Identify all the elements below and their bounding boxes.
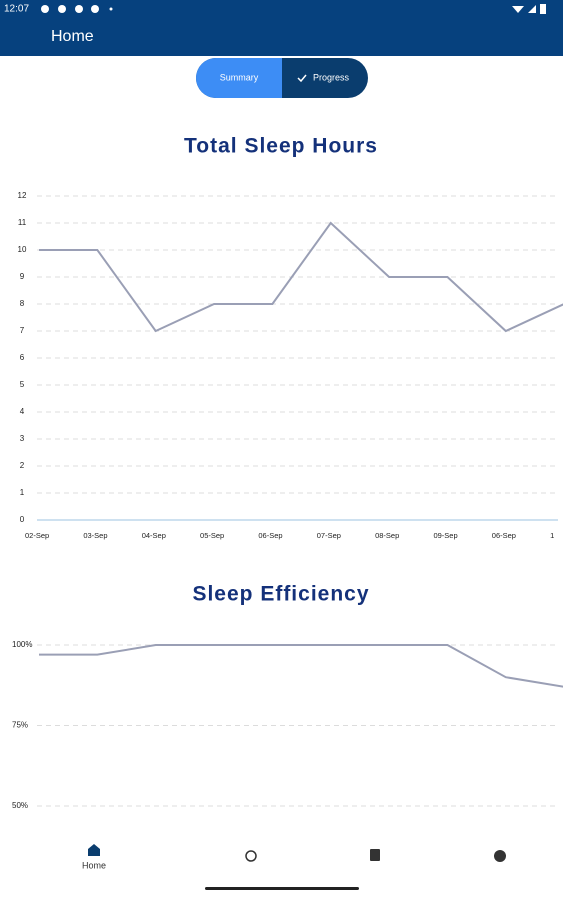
x-tick-label: 02-Sep [25,531,49,540]
nav-home-icon [88,844,100,856]
tab-label[interactable]: Summary [220,72,259,82]
y-tick-label: 10 [18,245,27,254]
y-tick-label: 3 [20,434,25,443]
x-tick-label: 09-Sep [433,531,457,540]
x-tick-label: 07-Sep [317,531,341,540]
y-tick-label: 6 [20,353,25,362]
x-tick-label: 06-Sep [258,531,282,540]
x-tick-label: 06-Sep [492,531,516,540]
y-tick-label: 0 [20,515,25,524]
nav-label: Home [82,860,106,870]
x-tick-label: 03-Sep [83,531,107,540]
y-tick-label: 8 [20,299,25,308]
line-series [39,221,563,333]
x-tick-label: 05-Sep [200,531,224,540]
check-icon [297,74,307,83]
y-tick-label: 100% [12,640,32,649]
nav-book-icon [370,849,380,861]
bottom-nav [0,812,563,900]
y-tick-label: 75% [12,721,28,730]
y-tick-label: 12 [18,191,27,200]
status-icons [41,4,546,14]
y-tick-label: 50% [12,801,28,810]
nav-profile-icon [494,850,506,862]
y-tick-label: 2 [20,461,25,470]
y-tick-label: 4 [20,407,25,416]
y-tick-label: 5 [20,380,25,389]
status-time: 12:07 [4,4,29,15]
line-series [39,644,563,688]
y-tick-label: 9 [20,272,25,281]
tab-label[interactable]: Progress [313,72,350,82]
nav-alarm-icon [245,850,257,862]
chart-title: Sleep Efficiency [192,583,369,606]
app-bar-title: Home [51,28,94,45]
y-tick-label: 7 [20,326,25,335]
x-tick-label: 08-Sep [375,531,399,540]
x-tick-label: 04-Sep [142,531,166,540]
tab-summary[interactable] [196,58,282,98]
chart-title: Total Sleep Hours [184,135,378,158]
home-indicator [205,887,359,890]
y-tick-label: 11 [18,218,27,227]
y-tick-label: 1 [20,488,25,497]
x-tick-label: 1 [550,531,554,540]
